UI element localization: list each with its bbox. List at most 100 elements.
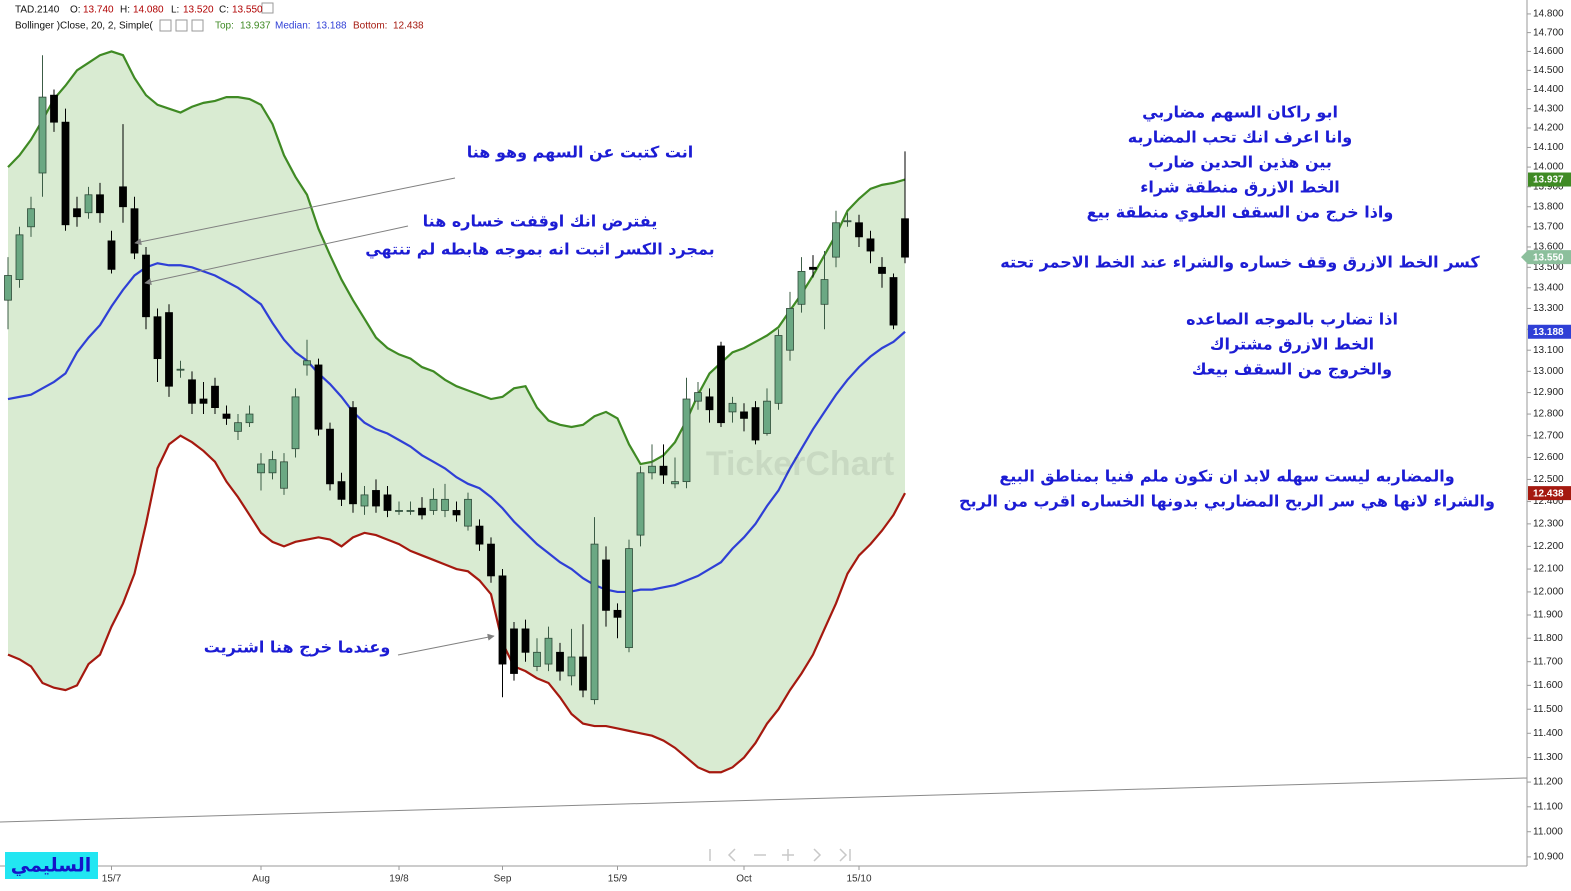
- candle-body: [383, 494, 392, 511]
- candle-body: [544, 637, 553, 665]
- candle-body: [475, 525, 484, 545]
- x-tick-label: 15/10: [846, 874, 871, 885]
- y-tick-label: 13.800: [1533, 201, 1564, 212]
- candle-body: [211, 385, 219, 409]
- candle-body: [740, 411, 748, 419]
- candle-body: [234, 422, 242, 432]
- author: السليمي: [11, 855, 91, 877]
- candle-body: [866, 238, 875, 252]
- annotation: والشراء لانها هي سر الربح المضاربي بدونه…: [959, 492, 1495, 512]
- candle-body: [901, 218, 909, 258]
- candle-body: [625, 548, 633, 649]
- x-tick-label: 15/9: [608, 874, 628, 885]
- y-tick-label: 12.500: [1533, 474, 1564, 485]
- candle-body: [602, 559, 610, 611]
- annotation: اذا تضارب بالموجه الصاعده: [1186, 310, 1398, 329]
- x-tick-label: 15/7: [102, 874, 122, 885]
- y-tick-label: 11.800: [1533, 633, 1563, 644]
- annotation: الخط الازرق مشتراك: [1210, 335, 1374, 354]
- y-tick-label: 14.500: [1533, 65, 1564, 76]
- y-tick-label: 11.700: [1533, 656, 1563, 667]
- candle-body: [38, 96, 47, 174]
- candle-body: [326, 428, 334, 485]
- candle-body: [268, 459, 277, 474]
- annotation: كسر الخط الازرق وقف خساره والشراء عند ال…: [1000, 253, 1480, 272]
- price-tag-label: 13.550: [1533, 252, 1564, 263]
- annotation: والمضاربه ليست سهله لابد ان تكون ملم فني…: [999, 467, 1454, 486]
- y-tick-label: 12.200: [1533, 541, 1564, 552]
- author-box: [5, 852, 98, 879]
- ohlc-value: 13.520: [183, 5, 214, 16]
- candle-body: [395, 510, 403, 512]
- band-fill: [8, 51, 905, 773]
- candle-body: [96, 194, 104, 214]
- x-tick-label: Aug: [252, 874, 270, 885]
- candle-body: [567, 656, 576, 677]
- candle-body: [280, 461, 288, 489]
- candle-body: [142, 254, 150, 318]
- candle-body: [487, 543, 495, 577]
- y-tick-label: 12.000: [1533, 587, 1564, 598]
- band-line: [7, 50, 906, 466]
- header-icons[interactable]: [159, 2, 274, 32]
- candle-body: [188, 379, 196, 404]
- candle-body: [406, 510, 415, 512]
- price-tag: [1528, 172, 1571, 187]
- price-tag: [1528, 324, 1571, 339]
- y-tick-label: 14.700: [1533, 27, 1564, 38]
- y-tick-label: 13.400: [1533, 282, 1564, 293]
- candle-body: [671, 481, 679, 485]
- bollinger-layer: [7, 50, 906, 774]
- candle-body: [636, 472, 645, 536]
- annotation: وانا اعرف انك تحب المضاربه: [1128, 128, 1352, 147]
- candle-body: [889, 277, 898, 326]
- y-tick-label: 14.000: [1533, 162, 1564, 173]
- y-tick-label: 10.900: [1533, 852, 1564, 863]
- candle-body: [165, 312, 173, 387]
- y-tick-label: 11.600: [1533, 680, 1563, 691]
- candle-body: [303, 360, 311, 366]
- arrow: [134, 177, 456, 246]
- y-tick-label: 11.300: [1533, 752, 1563, 763]
- candle-body: [809, 266, 817, 270]
- legend-value: 13.188: [316, 21, 347, 32]
- ohlc-name: C:: [219, 5, 229, 16]
- candle-body: [832, 222, 840, 258]
- candle-body: [751, 407, 760, 441]
- ohlc-name: L:: [171, 5, 179, 16]
- candle-body: [820, 279, 829, 305]
- candle-body: [843, 220, 852, 223]
- candle-body: [855, 222, 863, 238]
- band-line: [7, 262, 906, 594]
- candle-body: [222, 413, 231, 419]
- candle-body: [4, 275, 12, 301]
- band-line: [7, 434, 906, 774]
- candle-body: [694, 392, 702, 402]
- annotation: وعندما خرج هنا اشتريت: [204, 638, 391, 657]
- candle-body: [107, 240, 116, 270]
- candle-body: [337, 481, 346, 500]
- y-tick-label: 13.700: [1533, 221, 1564, 232]
- y-tick-label: 14.300: [1533, 103, 1564, 114]
- x-tick-label: 19/8: [389, 874, 409, 885]
- candle-body: [50, 94, 58, 123]
- x-tick-label: Oct: [736, 874, 752, 885]
- price-tag-label: 13.188: [1533, 327, 1564, 338]
- legend-name: Median:: [275, 21, 311, 32]
- candle-body: [613, 609, 622, 618]
- annotation: بين هذين الحدين ضارب: [1148, 153, 1332, 172]
- candle-body: [464, 498, 472, 527]
- candle-body: [556, 651, 564, 672]
- candle-body: [717, 345, 725, 424]
- trend-line: [0, 777, 1528, 823]
- candle-body: [521, 628, 530, 653]
- nav-controls[interactable]: [709, 848, 851, 862]
- y-tick-label: 12.700: [1533, 430, 1564, 441]
- ohlc-name: H:: [120, 5, 130, 16]
- candle-body: [73, 208, 81, 218]
- candle-body: [360, 494, 369, 507]
- candle-body: [705, 396, 714, 411]
- candle-body: [797, 270, 806, 305]
- candle-body: [429, 498, 438, 511]
